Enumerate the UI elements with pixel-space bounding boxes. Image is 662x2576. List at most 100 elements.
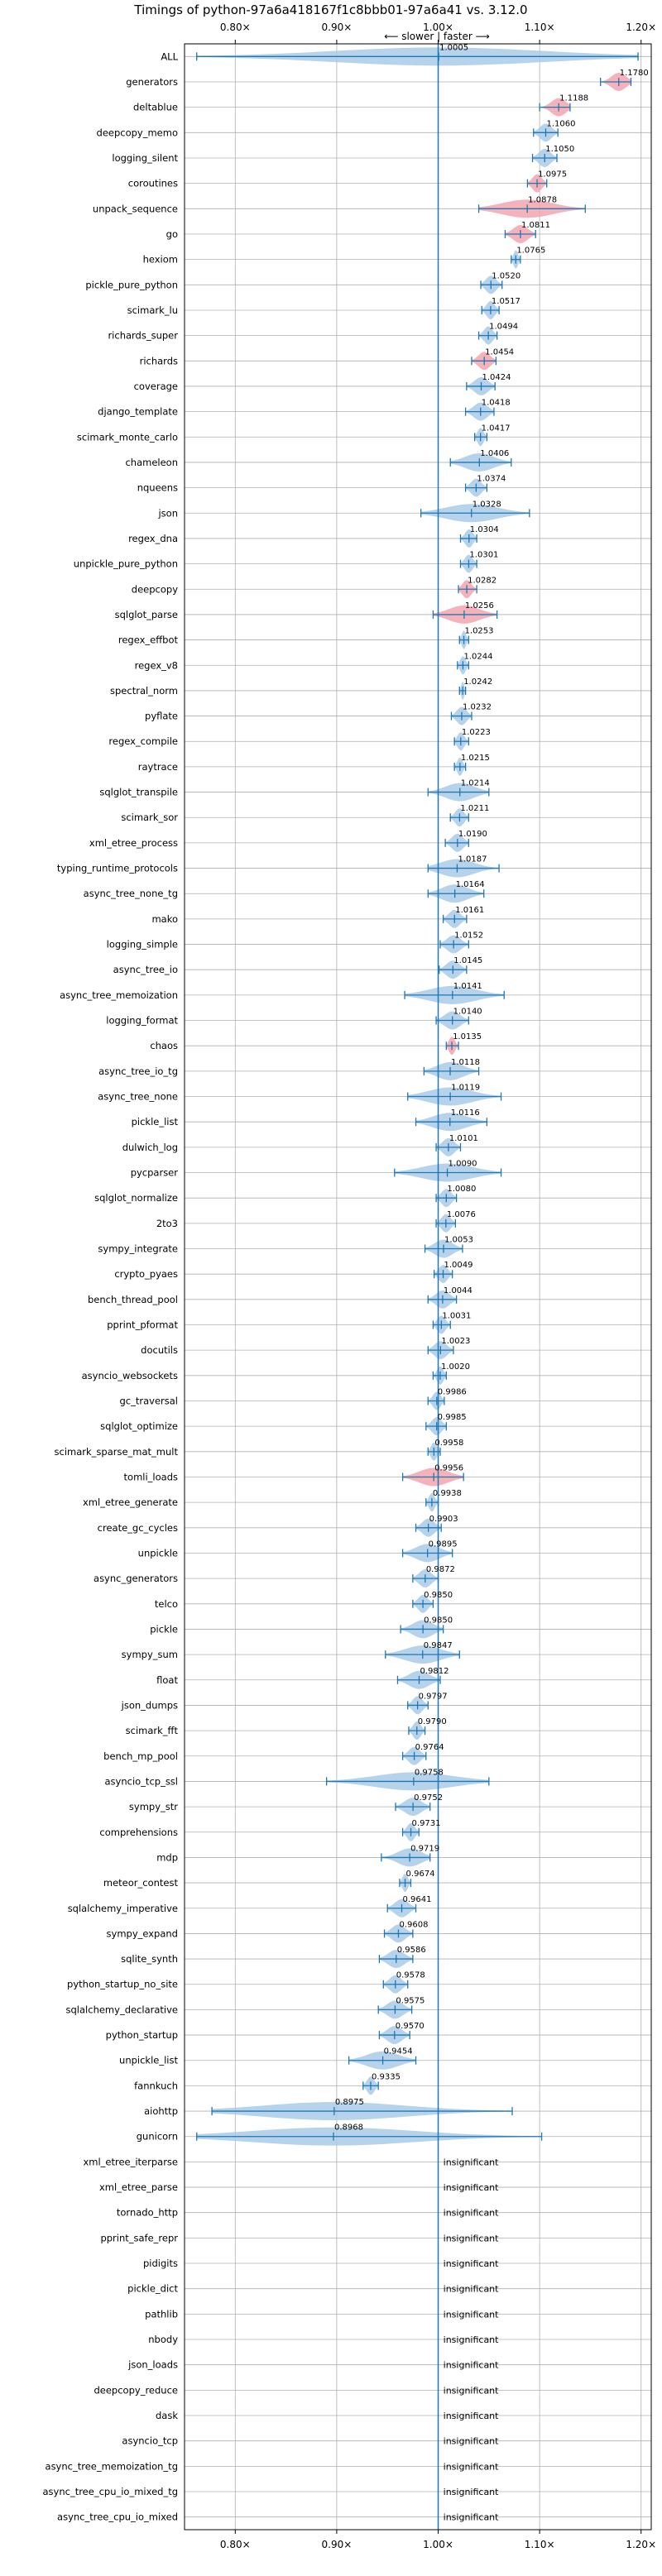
y-tick-label: async_tree_memoization_tg [46,2460,178,2472]
value-label: 1.0256 [465,601,494,610]
x-tick-label-bottom: 1.10× [525,2539,555,2550]
grid-lines [185,44,651,2530]
insignificant-label: insignificant [444,2436,500,2447]
value-label: 0.9850 [424,1616,453,1625]
value-label: 1.0253 [465,627,494,636]
value-label: 1.0020 [441,1362,470,1372]
value-label: 1.1050 [545,145,574,154]
value-label: 0.9872 [426,1565,455,1574]
x-tick-label-bottom: 1.20× [626,2539,656,2550]
value-label: 0.9335 [372,2072,401,2081]
chart-title: Timings of python-97a6a418167f1c8bbb01-9… [133,2,527,17]
y-tick-label: async_generators [94,1573,178,1584]
y-tick-label: mako [151,913,178,925]
y-tick-label: nqueens [137,482,178,494]
value-label: 1.0406 [480,449,509,458]
value-label: 1.0090 [449,1160,477,1169]
y-tick-label: pycparser [131,1167,179,1179]
insignificant-label: insignificant [444,2309,500,2320]
y-tick-label: sqlalchemy_declarative [66,2004,178,2015]
y-tick-label: asyncio_websockets [82,1370,178,1381]
x-tick-label-bottom: 1.00× [423,2539,453,2550]
y-tick-label: pickle_pure_python [85,279,178,290]
y-tick-label: pyflate [145,711,178,722]
y-tick-label: xml_etree_parse [99,2181,178,2193]
y-tick-label: async_tree_io_tg [98,1065,178,1077]
y-tick-label: crypto_pyaes [114,1268,178,1280]
value-label: 1.0418 [482,399,511,408]
insignificant-label: insignificant [444,2360,500,2371]
value-label: 1.0223 [462,728,491,737]
y-tick-label: json_dumps [121,1699,178,1711]
direction-label: ⟵ slower | faster ⟶ [384,31,490,42]
y-tick-label: coroutines [128,178,178,189]
y-tick-label: chameleon [125,457,178,468]
y-tick-label: regex_compile [108,735,178,747]
value-label: 1.0975 [538,170,567,180]
value-label: 0.8975 [335,2098,364,2107]
value-label: 0.9958 [434,1439,463,1448]
value-label: 0.9586 [397,1946,426,1955]
value-label: 1.0282 [468,576,496,585]
range-markers [196,52,639,2141]
y-tick-label: docutils [141,1344,178,1356]
y-tick-label: go [166,228,178,240]
value-label: 1.0118 [451,1058,480,1067]
value-label: 1.0811 [521,221,550,230]
value-label: 0.9764 [415,1743,444,1752]
y-tick-label: gunicorn [137,2131,178,2143]
value-label: 0.9454 [384,2047,413,2056]
value-label: 0.8968 [334,2124,363,2133]
y-tick-label: sqlglot_optimize [100,1420,178,1432]
value-label: 1.0135 [453,1032,482,1041]
y-tick-label: async_tree_none [98,1091,178,1103]
y-tick-label: generators [126,76,178,88]
y-tick-label: sympy_str [129,1801,178,1812]
value-label: 1.0005 [439,43,468,52]
y-tick-label: unpickle_list [119,2055,178,2066]
y-tick-label: django_template [98,406,178,418]
value-label: 0.9797 [419,1692,448,1701]
value-label: 1.0304 [470,525,499,534]
y-tick-label: json_loads [127,2359,178,2371]
value-label: 0.9847 [424,1641,453,1650]
y-tick-label: ALL [161,50,178,62]
insignificant-label: insignificant [444,2385,500,2396]
value-label: 0.9578 [396,1971,425,1980]
value-label: 0.9986 [438,1387,467,1396]
y-tick-label: bench_mp_pool [103,1750,178,1762]
y-tick-label: sympy_sum [122,1649,178,1660]
value-label: 0.9752 [414,1793,443,1803]
value-label: 1.0190 [458,830,487,839]
insignificant-label: insignificant [444,2258,500,2269]
y-tick-label: coverage [134,381,178,392]
x-tick-label-top: 0.90× [322,22,353,33]
insignificant-label: insignificant [444,2182,500,2193]
y-tick-label: logging_format [106,1015,178,1027]
y-tick-label: sqlglot_parse [115,609,178,620]
value-label: 1.0049 [444,1261,473,1270]
x-tick-label-top: 0.80× [220,22,251,33]
y-tick-label: aiohttp [144,2105,178,2117]
value-label: 1.0454 [485,347,514,357]
y-tick-label: pickle [150,1623,178,1635]
y-tick-label: async_tree_memoization [60,989,178,1001]
value-label: 1.0101 [449,1134,478,1143]
y-tick-labels: ALL generators deltablue deepcopy_memologgi… [42,50,178,2522]
y-tick-label: sqlalchemy_imperative [68,1903,178,1914]
value-label: 1.0301 [469,551,498,560]
value-label: 0.9719 [410,1844,439,1853]
value-label: 1.0080 [447,1185,476,1194]
value-label: 1.0161 [455,906,484,915]
y-tick-label: 2to3 [156,1218,178,1229]
y-tick-label: logging_simple [107,939,178,950]
value-label: 0.9570 [396,2022,425,2031]
insignificant-label: insignificant [444,2512,500,2523]
value-label: 1.0765 [516,247,545,256]
y-tick-label: sympy_expand [107,1927,178,1939]
value-label: 1.0164 [456,880,485,889]
y-tick-label: tornado_http [117,2207,178,2219]
y-tick-label: bench_thread_pool [88,1294,178,1305]
